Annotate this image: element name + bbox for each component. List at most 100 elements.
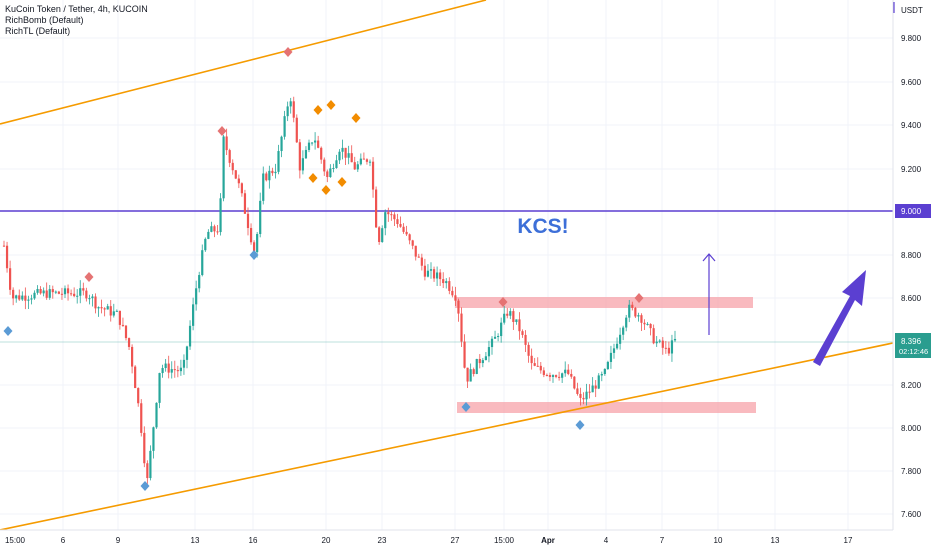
- candle-body: [146, 463, 149, 479]
- candle-body: [292, 101, 295, 118]
- candle-body: [478, 358, 481, 364]
- candle-body: [173, 369, 176, 371]
- candle-body: [198, 275, 201, 289]
- signal-markers: [3, 47, 644, 491]
- candle-body: [579, 393, 582, 398]
- candle-body: [185, 346, 189, 360]
- candle-body: [112, 311, 115, 316]
- candle-body: [158, 373, 161, 403]
- candle-body: [76, 295, 79, 297]
- candle-body: [432, 269, 436, 279]
- signal-diamond: [217, 126, 227, 136]
- candle-body: [442, 279, 445, 284]
- candle-body: [436, 272, 439, 279]
- candle-body: [664, 347, 667, 349]
- candle-body: [91, 296, 94, 299]
- candle-body: [640, 315, 643, 323]
- signal-diamond: [461, 402, 471, 412]
- candle-body: [326, 171, 329, 178]
- candle-body: [619, 334, 622, 344]
- candle-body: [216, 231, 219, 233]
- resistance-zone: [455, 297, 753, 308]
- candle-body: [448, 281, 451, 291]
- candle-body: [295, 117, 298, 143]
- level-price-badge: [895, 204, 931, 218]
- symbol-title[interactable]: KuCoin Token / Tether, 4h, KUCOIN: [5, 4, 148, 14]
- candle-body: [195, 288, 198, 305]
- candle-body: [82, 288, 85, 291]
- candle-body: [298, 142, 301, 171]
- price-tick: 7.600: [901, 510, 922, 519]
- candle-body: [405, 231, 408, 235]
- candle-body: [457, 300, 460, 314]
- price-axis[interactable]: USDT 9.800 9.600 9.400 9.200 9.000 8.800…: [892, 0, 932, 530]
- candle-body: [27, 299, 30, 301]
- candle-body: [57, 291, 60, 294]
- candle-body: [63, 288, 67, 295]
- candle-body: [646, 323, 649, 325]
- candle-body: [66, 288, 70, 294]
- candle-body: [304, 149, 308, 159]
- candle-body: [45, 290, 48, 298]
- signal-diamond: [283, 47, 293, 57]
- candle-body: [637, 315, 640, 317]
- candle-body: [375, 189, 378, 228]
- signal-diamond: [337, 177, 347, 187]
- candle-body: [393, 214, 396, 220]
- candle-body: [661, 340, 664, 348]
- candle-body: [51, 289, 54, 293]
- candle-body: [48, 289, 51, 298]
- candle-body: [182, 359, 186, 368]
- candle-body: [286, 106, 289, 117]
- candle-body: [365, 159, 369, 162]
- candle-body: [643, 322, 646, 325]
- candle-body: [249, 228, 253, 243]
- signal-diamond: [321, 185, 331, 195]
- time-tick: 9: [116, 536, 121, 545]
- signal-diamond: [498, 297, 508, 307]
- candle-body: [597, 375, 600, 389]
- currency-label: USDT: [901, 6, 923, 15]
- candle-body: [5, 245, 9, 269]
- upper-trendline[interactable]: [0, 0, 487, 125]
- candle-body: [88, 298, 91, 300]
- time-tick: 17: [844, 536, 853, 545]
- candle-body: [594, 385, 597, 389]
- candle-body: [466, 367, 469, 382]
- time-axis[interactable]: 15:00 6 9 13 16 20 23 27 15:00 Apr 4 7 1…: [0, 529, 932, 550]
- candle-body: [30, 298, 33, 300]
- candle-body: [243, 193, 247, 214]
- candle-body: [121, 324, 125, 326]
- candle-body: [274, 171, 277, 174]
- candle-body: [381, 228, 384, 242]
- candle-body: [18, 295, 21, 300]
- candle-body: [414, 245, 417, 257]
- candle-body: [545, 374, 548, 376]
- signal-diamond: [351, 113, 361, 123]
- candle-body: [362, 158, 365, 160]
- chart-legend: KuCoin Token / Tether, 4h, KUCOIN RichBo…: [5, 4, 148, 37]
- candle-body: [94, 296, 97, 309]
- candle-body: [387, 212, 390, 215]
- indicator-richtl[interactable]: RichTL (Default): [5, 26, 71, 36]
- candle-body: [417, 256, 420, 258]
- price-tick: 8.800: [901, 251, 922, 260]
- candle-body: [625, 317, 628, 328]
- candle-body: [463, 341, 466, 368]
- price-tick: 8.000: [901, 424, 922, 433]
- candle-body: [170, 369, 173, 373]
- candle-body: [24, 295, 27, 301]
- candle-body: [231, 162, 234, 171]
- time-tick: Apr: [541, 536, 555, 545]
- candle-body: [503, 313, 506, 323]
- time-tick: 23: [378, 536, 387, 545]
- lower-trendline[interactable]: [0, 342, 894, 531]
- candle-body: [561, 373, 564, 378]
- indicator-richbomb[interactable]: RichBomb (Default): [5, 15, 84, 25]
- candle-body: [551, 375, 555, 377]
- candle-body: [155, 402, 158, 428]
- candle-body: [131, 346, 134, 367]
- candle-body: [368, 161, 372, 163]
